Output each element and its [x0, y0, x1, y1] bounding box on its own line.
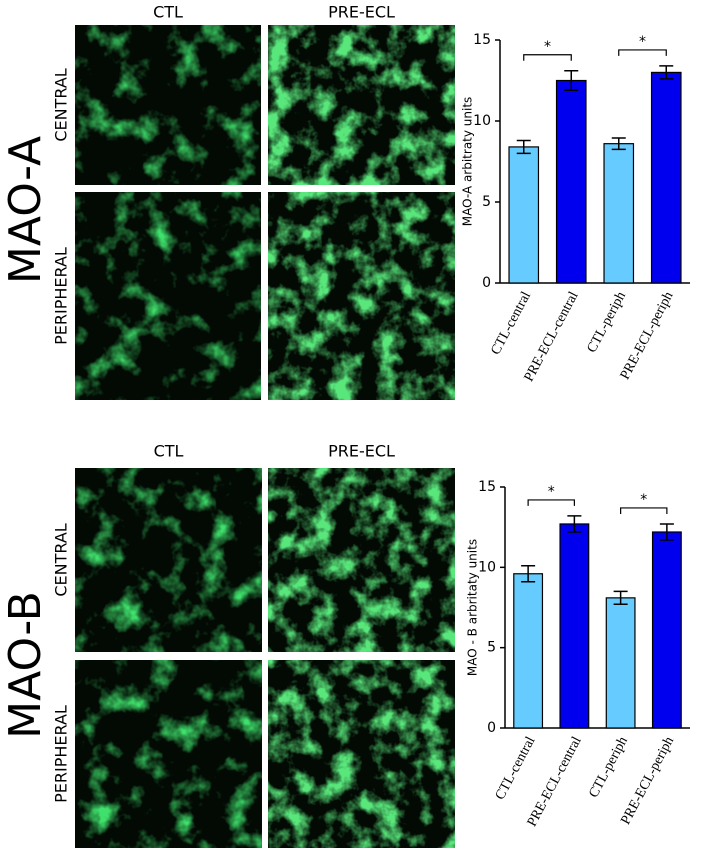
column-label: CTL [153, 3, 183, 22]
y-tick-label: 5 [482, 194, 491, 210]
micrograph [268, 25, 455, 185]
significance-label: * [639, 34, 646, 50]
y-axis-label: MAO - B arbritaty units [466, 539, 480, 676]
y-tick-label: 15 [473, 32, 491, 48]
bar [605, 597, 636, 729]
y-tick-label: 10 [473, 113, 491, 129]
bar [555, 79, 587, 284]
panel-title: MAO-A [0, 136, 51, 284]
error-bar [613, 590, 628, 606]
error-bar [567, 515, 582, 533]
y-tick-label: 0 [482, 275, 491, 291]
column-label: PRE-ECL [328, 3, 395, 22]
error-bar [516, 139, 531, 155]
bar [650, 71, 682, 284]
significance-bracket [523, 54, 572, 61]
significance-label: * [548, 484, 555, 500]
row-label: CENTRAL [52, 68, 71, 141]
bar [559, 523, 590, 729]
bar [651, 531, 682, 729]
y-axis-label: MAO-A arbitraty units [461, 97, 475, 227]
significance-label: * [544, 39, 551, 55]
micrograph [268, 468, 455, 652]
micrograph [75, 25, 261, 185]
micrograph [75, 192, 261, 400]
y-tick-label: 0 [487, 720, 496, 736]
y-tick-label: 5 [487, 640, 496, 656]
x-tick-label: PRE-ECL-periph [618, 289, 677, 382]
significance-bracket [618, 49, 667, 56]
column-label: PRE-ECL [328, 442, 395, 461]
error-bar [521, 564, 536, 583]
significance-bracket [527, 499, 575, 506]
row-label: CENTRAL [52, 523, 71, 596]
panel-title: MAO-B [0, 591, 51, 739]
bar [603, 143, 635, 284]
micrograph [75, 660, 262, 848]
column-label: CTL [154, 442, 184, 461]
y-tick-label: 15 [478, 479, 496, 495]
x-tick-label: CTL-central [488, 289, 534, 357]
row-label: PERIPHERAL [52, 247, 71, 345]
x-tick-label: CTL-periph [586, 734, 631, 800]
row-label: PERIPHERAL [52, 705, 71, 803]
error-bar [659, 523, 674, 541]
x-tick-label: PRE-ECL-central [522, 289, 582, 384]
micrograph [268, 660, 455, 848]
significance-bracket [620, 507, 668, 514]
bar [508, 146, 540, 284]
bar [513, 573, 544, 729]
x-tick-label: CTL-central [493, 734, 539, 802]
micrograph [75, 468, 262, 652]
error-bar [611, 137, 626, 151]
y-tick-label: 10 [478, 559, 496, 575]
significance-label: * [640, 492, 647, 508]
micrographs [75, 25, 455, 848]
micrograph [268, 192, 455, 400]
x-tick-label: CTL-periph [584, 289, 629, 355]
error-bar [564, 70, 579, 91]
error-bar [659, 65, 674, 80]
